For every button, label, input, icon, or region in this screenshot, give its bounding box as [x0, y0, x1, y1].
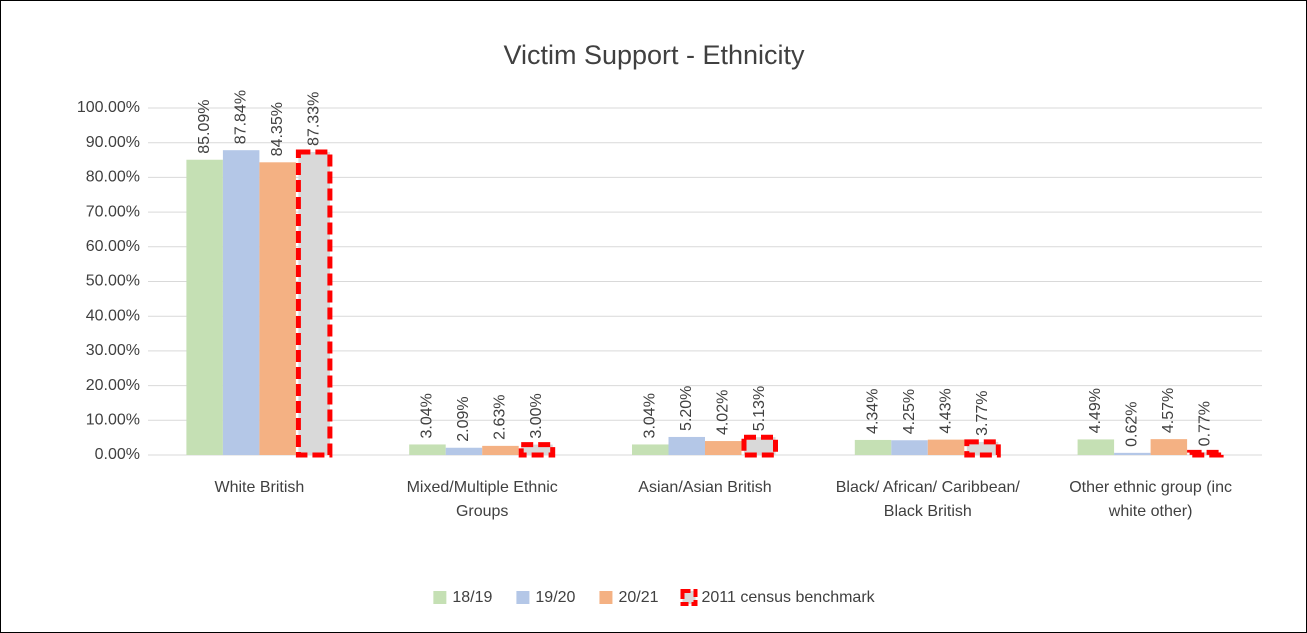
- bar: [741, 434, 778, 458]
- y-tick-label: 30.00%: [86, 342, 140, 359]
- bar: [668, 436, 705, 455]
- y-tick-label: 0.00%: [95, 446, 140, 463]
- data-label: 3.04%: [419, 393, 436, 438]
- bar: [409, 444, 446, 455]
- y-tick-label: 60.00%: [86, 238, 140, 255]
- data-label: 3.04%: [641, 393, 658, 438]
- x-tick-label: Black/ African/ Caribbean/ Black British: [835, 479, 1020, 520]
- bar: [482, 445, 519, 455]
- bar: [222, 150, 260, 456]
- bar: [927, 439, 965, 455]
- bar: [1077, 439, 1115, 455]
- y-tick-label: 90.00%: [86, 134, 140, 151]
- data-label: 84.35%: [269, 102, 286, 156]
- bar: [964, 439, 1001, 458]
- legend-label: 18/19: [452, 589, 492, 606]
- x-tick-label: Other ethnic group (inc white other): [1069, 479, 1232, 520]
- data-label: 87.33%: [305, 92, 322, 146]
- legend-swatch: [680, 589, 698, 606]
- x-tick-label: Asian/Asian British: [638, 479, 772, 496]
- data-label: 4.34%: [864, 389, 881, 434]
- legend-label: 20/21: [618, 589, 658, 606]
- bar: [1114, 452, 1151, 455]
- bar: [854, 439, 892, 455]
- y-tick-label: 80.00%: [86, 169, 140, 186]
- legend-label: 19/20: [535, 589, 575, 606]
- data-label: 5.13%: [751, 386, 768, 431]
- x-tick-label: Mixed/Multiple Ethnic Groups: [406, 479, 558, 520]
- bar: [259, 162, 296, 456]
- bar: [445, 447, 483, 455]
- bar: [518, 442, 556, 458]
- bar: [295, 149, 333, 458]
- data-label: 87.84%: [232, 90, 249, 144]
- data-label: 4.57%: [1160, 388, 1177, 433]
- bar: [891, 440, 928, 455]
- data-label: 4.25%: [901, 389, 918, 434]
- legend-swatch: [599, 591, 613, 604]
- data-label: 3.77%: [974, 391, 991, 436]
- data-label: 5.20%: [678, 386, 695, 431]
- bar: [1150, 439, 1188, 455]
- data-label: 2.09%: [455, 396, 472, 441]
- bar: [186, 159, 223, 455]
- legend-swatch: [516, 591, 530, 604]
- data-label: 85.09%: [196, 99, 213, 153]
- y-tick-label: 20.00%: [86, 377, 140, 394]
- data-label: 4.49%: [1087, 388, 1104, 433]
- data-label: 3.00%: [528, 393, 545, 438]
- chart-title: Victim Support - Ethnicity: [503, 40, 805, 70]
- bar: [632, 444, 669, 455]
- y-tick-label: 40.00%: [86, 307, 140, 324]
- data-label: 0.62%: [1124, 401, 1141, 446]
- y-tick-label: 50.00%: [86, 273, 140, 290]
- y-tick-label: 70.00%: [86, 203, 140, 220]
- y-tick-label: 100.00%: [77, 99, 140, 116]
- data-label: 4.02%: [714, 390, 731, 435]
- legend-label: 2011 census benchmark: [702, 589, 876, 606]
- y-tick-label: 10.00%: [86, 412, 140, 429]
- data-label: 0.77%: [1197, 401, 1214, 446]
- data-label: 4.43%: [937, 388, 954, 433]
- data-label: 2.63%: [492, 394, 509, 439]
- x-tick-label: White British: [214, 479, 305, 496]
- bar: [1187, 449, 1224, 458]
- legend-swatch: [433, 591, 447, 604]
- bar: [705, 441, 742, 455]
